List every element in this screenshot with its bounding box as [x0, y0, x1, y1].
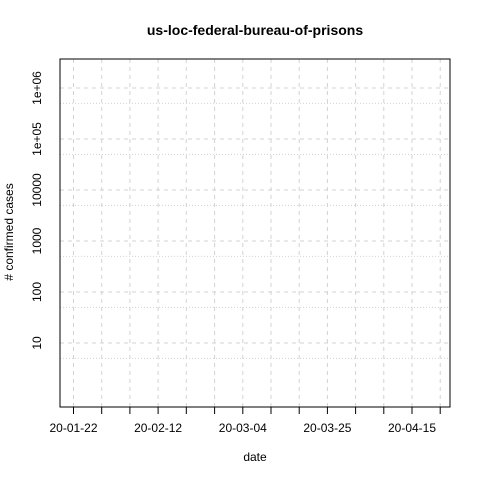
y-tick-label: 1e+06 [30, 71, 44, 105]
y-tick-label: 1e+05 [30, 122, 44, 156]
x-tick-label: 20-03-25 [303, 421, 351, 435]
grid-layer [60, 59, 450, 407]
x-tick-label: 20-01-22 [49, 421, 97, 435]
y-tick-label: 100 [30, 282, 44, 302]
y-tick-label: 10000 [30, 173, 44, 207]
y-axis-label: # confirmed cases [2, 183, 16, 280]
x-axis: 20-01-22 20-02-12 20-03-04 20-03-25 20-04-15 [49, 406, 441, 435]
x-axis-label: date [243, 450, 267, 464]
x-tick-label: 20-02-12 [134, 421, 182, 435]
y-tick-label: 1000 [30, 227, 44, 254]
x-tick-label: 20-04-15 [388, 421, 436, 435]
y-axis: 10 100 1000 10000 1e+05 1e+06 [30, 71, 44, 350]
x-tick-label: 20-03-04 [219, 421, 267, 435]
y-tick-label: 10 [30, 336, 44, 350]
plot-frame [59, 58, 451, 408]
chart-title: us-loc-federal-bureau-of-prisons [147, 22, 363, 38]
